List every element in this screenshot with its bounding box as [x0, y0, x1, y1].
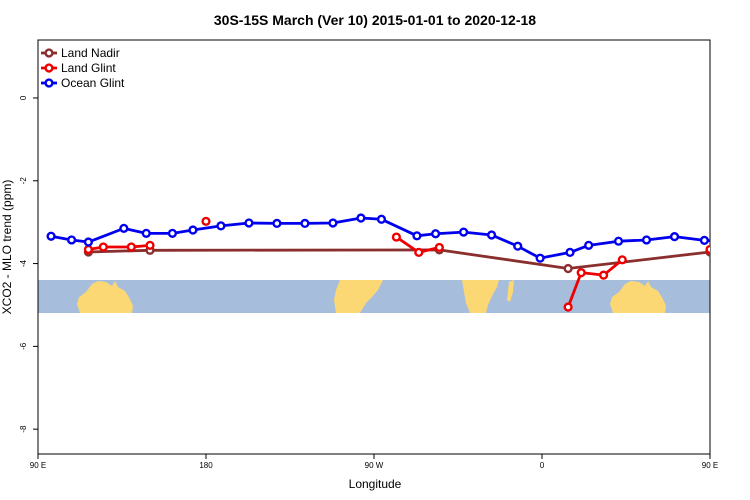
- data-point-ocean-glint: [216, 221, 226, 231]
- x-tick-label: 90 E: [702, 461, 718, 470]
- data-point-land-glint: [434, 242, 444, 253]
- data-point-land-glint: [563, 302, 573, 312]
- data-point-ocean-glint: [513, 241, 523, 251]
- legend-swatch-marker: [44, 63, 54, 73]
- legend-label: Ocean Glint: [61, 76, 125, 90]
- data-point-land-nadir: [563, 263, 573, 274]
- y-tick-label: 0: [19, 95, 28, 100]
- data-point-land-glint: [576, 268, 586, 278]
- data-point-land-glint: [598, 270, 609, 280]
- data-point-land-glint: [414, 247, 424, 257]
- data-point-land-glint: [126, 242, 136, 252]
- data-point-ocean-glint: [83, 237, 94, 247]
- data-point-ocean-glint: [119, 223, 129, 233]
- data-point-ocean-glint: [167, 228, 178, 238]
- x-tick-label: 0: [540, 461, 545, 470]
- south-america-landmass: [334, 280, 383, 313]
- x-tick-label: 90 W: [365, 461, 384, 470]
- data-point-ocean-glint: [272, 218, 282, 229]
- y-axis-label: XCO2 - MLO trend (ppm): [0, 180, 14, 315]
- data-point-ocean-glint: [613, 236, 624, 246]
- data-point-land-glint: [98, 242, 108, 252]
- data-point-ocean-glint: [188, 225, 198, 235]
- data-point-ocean-glint: [356, 213, 366, 223]
- series-line-land-glint: [566, 258, 624, 308]
- x-tick-label: 180: [199, 461, 213, 470]
- data-point-ocean-glint: [376, 214, 387, 224]
- series-line-land-nadir: [88, 248, 710, 270]
- data-point-ocean-glint: [244, 218, 254, 228]
- legend-item-ocean-glint: Ocean Glint: [41, 76, 125, 90]
- data-point-ocean-glint: [699, 235, 710, 245]
- tasmania-landmass: [121, 309, 126, 313]
- data-point-land-glint: [705, 244, 710, 255]
- series-land-glint: [83, 216, 730, 312]
- data-point-ocean-glint: [328, 218, 338, 228]
- data-point-ocean-glint: [46, 231, 56, 241]
- africa-landmass: [462, 280, 499, 313]
- x-tick-label: 90 E: [30, 461, 46, 470]
- data-point-ocean-glint: [565, 247, 575, 257]
- data-point-ocean-glint: [535, 253, 545, 263]
- legend-item-land-nadir: Land Nadir: [41, 46, 120, 60]
- data-point-land-glint: [391, 232, 402, 242]
- data-point-ocean-glint: [584, 240, 594, 250]
- data-point-ocean-glint: [487, 230, 497, 240]
- madagascar-landmass: [507, 280, 514, 302]
- y-tick-label: -2: [19, 177, 28, 185]
- data-point-ocean-glint: [66, 235, 77, 245]
- data-point-ocean-glint: [300, 218, 310, 229]
- y-axis: 0 -2 -4 -6 -8: [19, 95, 38, 433]
- data-point-ocean-glint: [412, 231, 422, 241]
- data-point-ocean-glint: [141, 228, 151, 238]
- series-line-land-glint: [88, 243, 151, 251]
- data-point-ocean-glint: [459, 227, 469, 237]
- map-strip: [38, 280, 710, 313]
- legend-swatch-marker: [44, 48, 54, 58]
- australia-landmass-2: [610, 281, 666, 313]
- legend-item-land-glint: Land Glint: [41, 61, 116, 75]
- data-point-ocean-glint: [669, 232, 680, 242]
- legend-swatch-marker: [44, 78, 54, 88]
- data-point-ocean-glint: [731, 238, 738, 245]
- australia-landmass: [77, 281, 133, 313]
- legend-label: Land Nadir: [61, 46, 120, 60]
- data-point-land-glint: [201, 216, 211, 226]
- series-ocean-glint: [46, 213, 738, 263]
- data-point-ocean-glint: [431, 229, 441, 239]
- y-tick-label: -8: [19, 425, 28, 433]
- data-point-land-glint: [145, 240, 155, 250]
- data-point-land-glint: [723, 244, 730, 251]
- data-point-land-glint: [617, 255, 627, 265]
- y-tick-label: -6: [19, 342, 28, 350]
- series-line-land-glint: [709, 248, 710, 250]
- data-point-ocean-glint: [641, 235, 652, 245]
- y-tick-label: -4: [19, 259, 28, 267]
- x-axis-label: Longitude: [349, 477, 402, 491]
- series-layer: [46, 213, 738, 312]
- data-point-land-glint: [83, 244, 94, 255]
- chart-title: 30S-15S March (Ver 10) 2015-01-01 to 202…: [214, 12, 536, 28]
- legend-label: Land Glint: [61, 61, 116, 75]
